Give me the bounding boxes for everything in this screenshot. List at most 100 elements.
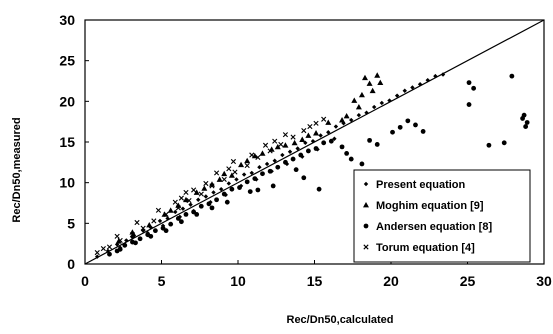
x-marker-stroke bbox=[363, 244, 369, 250]
data-point-torum-equation-4 bbox=[267, 148, 273, 154]
data-point-moghim-equation-9 bbox=[216, 176, 223, 182]
data-point-andersen-equation-8 bbox=[247, 189, 253, 195]
x-tick-label: 0 bbox=[81, 273, 89, 289]
data-point-torum-equation-4 bbox=[178, 195, 184, 201]
data-point-present-equation bbox=[417, 82, 423, 87]
data-point-moghim-equation-9 bbox=[351, 97, 358, 103]
data-point-andersen-equation-8 bbox=[305, 148, 311, 154]
data-point-present-equation bbox=[188, 202, 193, 207]
data-point-torum-equation-4 bbox=[262, 142, 269, 148]
data-point-andersen-equation-8 bbox=[316, 186, 322, 192]
data-point-moghim-equation-9 bbox=[355, 104, 362, 110]
data-point-present-equation bbox=[310, 138, 316, 144]
x-marker-stroke bbox=[94, 250, 100, 256]
data-point-present-equation bbox=[257, 165, 262, 170]
data-point-moghim-equation-9 bbox=[115, 238, 122, 244]
data-point-moghim-equation-9 bbox=[201, 185, 208, 191]
data-point-andersen-equation-8 bbox=[486, 142, 492, 148]
data-point-torum-equation-4 bbox=[278, 141, 284, 148]
data-point-torum-equation-4 bbox=[321, 116, 327, 122]
data-point-andersen-equation-8 bbox=[194, 211, 200, 217]
data-point-andersen-equation-8 bbox=[168, 221, 174, 227]
data-point-moghim-equation-9 bbox=[129, 229, 136, 235]
data-point-andersen-equation-8 bbox=[148, 233, 154, 239]
data-point-moghim-equation-9 bbox=[282, 142, 289, 148]
legend-marker-moghim-equation-9 bbox=[363, 202, 369, 208]
y-tick-label: 20 bbox=[59, 93, 75, 109]
x-marker-stroke bbox=[186, 197, 192, 204]
data-point-present-equation bbox=[387, 98, 392, 103]
y-tick-label: 25 bbox=[59, 53, 75, 69]
data-point-present-equation bbox=[371, 104, 377, 110]
data-point-torum-equation-4 bbox=[301, 128, 307, 134]
data-point-andersen-equation-8 bbox=[252, 176, 258, 182]
data-point-andersen-equation-8 bbox=[374, 142, 380, 147]
data-point-andersen-equation-8 bbox=[224, 199, 230, 205]
data-point-torum-equation-4 bbox=[183, 189, 189, 196]
data-point-torum-equation-4 bbox=[106, 244, 113, 250]
data-point-andersen-equation-8 bbox=[313, 146, 319, 151]
data-point-moghim-equation-9 bbox=[313, 130, 320, 136]
data-point-andersen-equation-8 bbox=[122, 242, 128, 248]
data-point-present-equation bbox=[364, 110, 369, 115]
data-point-torum-equation-4 bbox=[209, 183, 215, 189]
x-tick-label: 15 bbox=[307, 273, 323, 289]
data-point-andersen-equation-8 bbox=[397, 124, 403, 130]
data-point-andersen-equation-8 bbox=[524, 120, 530, 125]
data-point-present-equation bbox=[234, 177, 239, 182]
data-point-moghim-equation-9 bbox=[161, 211, 168, 217]
data-point-torum-equation-4 bbox=[94, 250, 100, 256]
data-point-moghim-equation-9 bbox=[325, 119, 332, 125]
x-axis-title: Rec/Dn50,calculated bbox=[287, 314, 394, 326]
data-point-present-equation bbox=[349, 117, 354, 123]
x-marker-stroke bbox=[129, 232, 136, 238]
y-tick-label: 30 bbox=[59, 12, 75, 28]
data-point-present-equation bbox=[218, 186, 224, 192]
data-point-andersen-equation-8 bbox=[270, 183, 276, 189]
reference-line bbox=[84, 19, 545, 265]
data-point-present-equation bbox=[287, 149, 293, 154]
data-point-moghim-equation-9 bbox=[291, 139, 298, 146]
data-point-torum-equation-4 bbox=[172, 199, 178, 205]
x-marker-stroke bbox=[255, 154, 261, 161]
x-marker-stroke bbox=[100, 245, 106, 252]
data-point-moghim-equation-9 bbox=[366, 80, 373, 86]
data-point-present-equation bbox=[440, 72, 446, 77]
data-point-torum-equation-4 bbox=[191, 187, 197, 193]
data-point-torum-equation-4 bbox=[232, 169, 238, 175]
data-point-moghim-equation-9 bbox=[339, 117, 346, 123]
data-point-present-equation bbox=[295, 146, 300, 151]
data-point-present-equation bbox=[241, 172, 247, 177]
data-point-andersen-equation-8 bbox=[466, 80, 472, 86]
data-point-andersen-equation-8 bbox=[420, 129, 426, 134]
data-point-torum-equation-4 bbox=[117, 237, 123, 244]
data-point-torum-equation-4 bbox=[114, 233, 120, 239]
x-marker-stroke bbox=[213, 170, 220, 176]
y-tick-label: 5 bbox=[67, 215, 75, 231]
y-tick-label: 10 bbox=[59, 175, 75, 191]
x-marker-stroke bbox=[183, 189, 189, 196]
data-point-present-equation bbox=[105, 248, 111, 254]
x-marker-stroke bbox=[175, 205, 181, 211]
data-point-andersen-equation-8 bbox=[501, 140, 507, 146]
x-marker-stroke bbox=[203, 180, 209, 187]
legend-label: Torum equation [4] bbox=[376, 242, 475, 254]
data-point-andersen-equation-8 bbox=[198, 203, 204, 209]
data-point-moghim-equation-9 bbox=[374, 72, 381, 78]
x-marker-stroke bbox=[232, 169, 238, 175]
data-point-moghim-equation-9 bbox=[228, 172, 235, 178]
data-point-andersen-equation-8 bbox=[466, 102, 472, 107]
x-marker-stroke bbox=[140, 225, 146, 231]
data-point-moghim-equation-9 bbox=[369, 87, 376, 94]
data-point-present-equation bbox=[272, 158, 277, 163]
data-point-andersen-equation-8 bbox=[275, 164, 281, 170]
data-point-andersen-equation-8 bbox=[244, 179, 250, 185]
data-point-andersen-equation-8 bbox=[293, 167, 299, 173]
data-point-moghim-equation-9 bbox=[238, 161, 245, 168]
data-point-torum-equation-4 bbox=[163, 211, 169, 217]
x-marker-stroke bbox=[301, 128, 307, 134]
data-point-present-equation bbox=[394, 93, 400, 98]
data-point-present-equation bbox=[356, 112, 362, 118]
data-point-torum-equation-4 bbox=[307, 123, 313, 130]
